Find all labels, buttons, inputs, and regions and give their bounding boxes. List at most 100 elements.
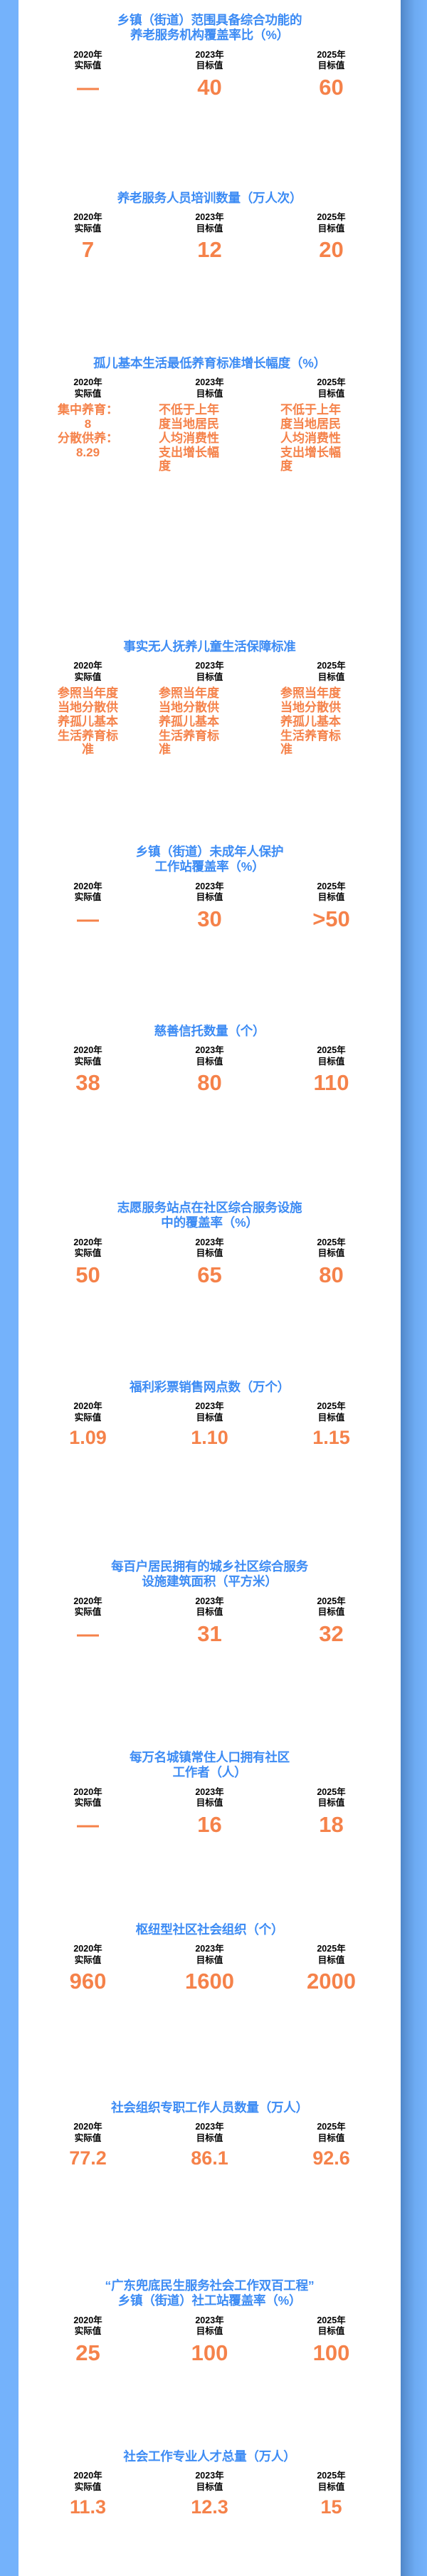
value-column: 2025年 目标值 110 [270,1045,392,1096]
value-column: 2023年 目标值 16 [149,1787,270,1838]
indicator-value: — [77,74,99,100]
column-header: 2020年 实际值 [73,1237,102,1259]
indicator-section: 志愿服务站点在社区综合服务设施 中的覆盖率（%） 2020年 实际值 50 2023年… [19,1200,401,1287]
value-columns: 2020年 实际值 960 2023年 目标值 1600 2025年 目标值 2000 [27,1944,392,1994]
value-column: 2023年 目标值 65 [149,1237,270,1288]
value-column: 2023年 目标值 86.1 [149,2122,270,2169]
value-column: 2020年 实际值 — [27,881,149,932]
value-column: 2023年 目标值 40 [149,50,270,100]
indicator-section: 乡镇（街道）范围具备综合功能的 养老服务机构覆盖率比（%） 2020年 实际值 —2… [19,13,401,100]
value-column: 2020年 实际值 — [27,50,149,100]
indicator-value: 25 [75,2340,100,2365]
column-header: 2023年 目标值 [195,1596,224,1618]
column-header: 2025年 目标值 [317,1401,346,1423]
value-column: 2020年 实际值 1.09 [27,1401,149,1448]
indicator-value: 38 [75,1070,100,1096]
value-column: 2020年 实际值 25 [27,2315,149,2366]
indicator-value: 960 [69,1969,107,1994]
section-title: 福利彩票销售网点数（万个） [130,1380,290,1394]
indicator-sections-container: 乡镇（街道）范围具备综合功能的 养老服务机构覆盖率比（%） 2020年 实际值 —2… [19,0,401,2576]
indicator-value: 110 [313,1070,349,1096]
section-title: 枢纽型社区社会组织（个） [135,1922,284,1937]
column-header: 2025年 目标值 [317,661,346,682]
indicator-value: 80 [197,1070,222,1096]
indicator-value: 15 [320,2496,342,2518]
section-title: 乡镇（街道）范围具备综合功能的 养老服务机构覆盖率比（%） [117,13,302,43]
section-title: 事实无人抚养儿童生活保障标准 [123,639,296,654]
column-header: 2020年 实际值 [73,1401,102,1423]
column-header: 2020年 实际值 [73,1596,102,1618]
column-header: 2025年 目标值 [317,2471,346,2492]
column-header: 2025年 目标值 [317,2315,346,2337]
indicator-value: — [77,906,99,931]
column-header: 2023年 目标值 [195,881,224,903]
column-header: 2023年 目标值 [195,1045,224,1067]
column-header: 2025年 目标值 [317,377,346,399]
column-header: 2023年 目标值 [195,1786,224,1808]
value-columns: 2020年 实际值 — 2023年 目标值 40 2025年 目标值 60 [27,50,392,100]
value-column: 2023年 目标值 30 [149,881,270,932]
value-column: 2025年 目标值 92.6 [270,2122,392,2169]
indicator-value: — [77,1621,99,1646]
column-header: 2020年 实际值 [73,212,102,234]
column-header: 2025年 目标值 [317,1045,346,1067]
column-header: 2023年 目标值 [195,212,224,234]
column-header: 2025年 目标值 [317,212,346,234]
indicator-value: 60 [319,74,344,100]
column-header: 2025年 目标值 [317,2122,346,2143]
value-column: 2023年 目标值 12.3 [149,2471,270,2518]
value-column: 2025年 目标值 100 [270,2315,392,2366]
indicator-value: 86.1 [191,2147,228,2169]
value-column: 2023年 目标值 1600 [149,1944,270,1994]
column-header: 2023年 目标值 [195,1944,224,1965]
value-columns: 2020年 实际值 38 2023年 目标值 80 2025年 目标值 110 [27,1045,392,1096]
indicator-section: 社会工作专业人才总量（万人） 2020年 实际值 11.3 2023年 目标值 12.3… [19,2449,401,2518]
value-column: 2025年 目标值 不低于上年 度当地居民 人均消费性 支出增长幅 度 [270,377,392,473]
value-column: 2020年 实际值 参照当年度 当地分散供 养孤儿基本 生活养育标 准 [27,661,149,757]
indicator-section: 每百户居民拥有的城乡社区综合服务 设施建筑面积（平方米） 2020年 实际值 —20… [19,1559,401,1646]
value-column: 2025年 目标值 20 [270,212,392,263]
column-header: 2020年 实际值 [73,49,102,71]
value-column: 2023年 目标值 12 [149,212,270,263]
column-header: 2025年 目标值 [317,49,346,71]
indicator-value: 1.10 [191,1427,228,1449]
indicator-section: 慈善信托数量（个） 2020年 实际值 38 2023年 目标值 80 2025年 目标值… [19,1024,401,1096]
value-columns: 2020年 实际值 25 2023年 目标值 100 2025年 目标值 100 [27,2315,392,2366]
value-column: 2025年 目标值 32 [270,1596,392,1647]
indicator-value: 20 [319,237,344,263]
section-title: 慈善信托数量（个） [154,1024,265,1038]
value-column: 2025年 目标值 参照当年度 当地分散供 养孤儿基本 生活养育标 准 [270,661,392,757]
value-columns: 2020年 实际值 — 2023年 目标值 31 2025年 目标值 32 [27,1596,392,1647]
value-columns: 2020年 实际值 50 2023年 目标值 65 2025年 目标值 80 [27,1237,392,1288]
value-column: 2025年 目标值 60 [270,50,392,100]
indicator-section: 孤儿基本生活最低养育标准增长幅度（%） 2020年 实际值 集中养育： 8 分散供养… [19,356,401,473]
indicator-value: 40 [197,74,222,100]
value-column: 2020年 实际值 — [27,1787,149,1838]
section-title: 养老服务人员培训数量（万人次） [117,191,302,205]
column-header: 2020年 实际值 [73,2122,102,2143]
column-header: 2025年 目标值 [317,1786,346,1808]
column-header: 2020年 实际值 [73,2471,102,2492]
value-column: 2025年 目标值 1.15 [270,1401,392,1448]
section-title: 孤儿基本生活最低养育标准增长幅度（%） [93,356,326,370]
indicator-value: 1.15 [312,1427,350,1449]
indicator-section: “广东兜底民生服务社会工作双百工程” 乡镇（街道）社工站覆盖率（%） 2020年 … [19,2278,401,2365]
value-column: 2023年 目标值 参照当年度 当地分散供 养孤儿基本 生活养育标 准 [149,661,270,757]
indicator-value: 1600 [185,1969,234,1994]
indicator-value: 不低于上年 度当地居民 人均消费性 支出增长幅 度 [159,403,219,473]
column-header: 2025年 目标值 [317,1237,346,1259]
column-header: 2020年 实际值 [73,377,102,399]
indicator-value: 11.3 [69,2496,107,2518]
value-columns: 2020年 实际值 77.2 2023年 目标值 86.1 2025年 目标值 92.6 [27,2122,392,2169]
indicator-section: 枢纽型社区社会组织（个） 2020年 实际值 960 2023年 目标值 1600 202… [19,1922,401,1994]
value-columns: 2020年 实际值 — 2023年 目标值 16 2025年 目标值 18 [27,1787,392,1838]
value-columns: 2020年 实际值 11.3 2023年 目标值 12.3 2025年 目标值 15 [27,2471,392,2518]
value-column: 2023年 目标值 100 [149,2315,270,2366]
indicator-section: 每万名城镇常住人口拥有社区 工作者（人） 2020年 实际值 — 2023年 目标值 1… [19,1750,401,1837]
column-header: 2023年 目标值 [195,2471,224,2492]
section-title: 志愿服务站点在社区综合服务设施 中的覆盖率（%） [117,1200,302,1230]
indicator-value: 100 [191,2340,228,2365]
indicator-value: 31 [197,1621,222,1646]
column-header: 2020年 实际值 [73,881,102,903]
